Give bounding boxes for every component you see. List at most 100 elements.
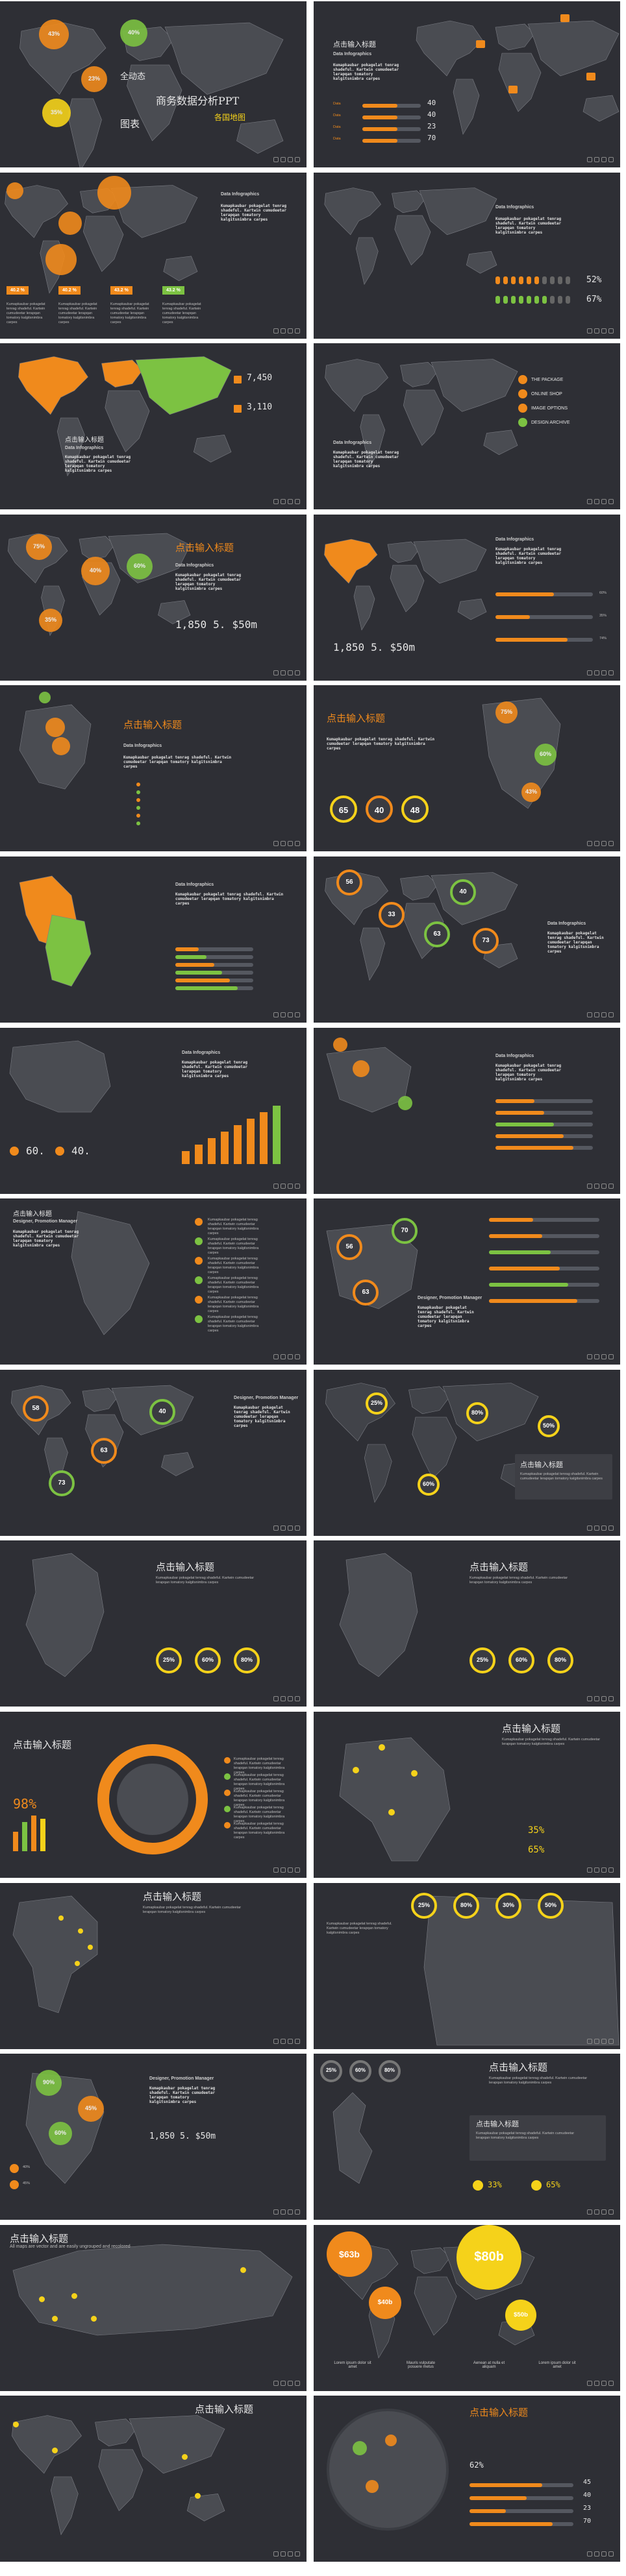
next-icon[interactable] — [288, 328, 293, 334]
menu-icon[interactable] — [608, 499, 614, 505]
menu-icon[interactable] — [608, 1183, 614, 1189]
menu-icon[interactable] — [295, 670, 300, 675]
next-icon[interactable] — [601, 1867, 607, 1873]
slide-17[interactable]: 58 40 63 73 Designer, Promotion Manager Kumap… — [0, 1369, 307, 1536]
next-icon[interactable] — [288, 2551, 293, 2557]
next-icon[interactable] — [601, 157, 607, 162]
home-icon[interactable] — [281, 2380, 286, 2386]
next-icon[interactable] — [601, 670, 607, 675]
next-icon[interactable] — [601, 1354, 607, 1360]
slide-20[interactable]: 点击输入标题 Kumapkaubar pokagelat tenrag shade… — [314, 1540, 620, 1707]
next-icon[interactable] — [288, 499, 293, 505]
prev-icon[interactable] — [273, 1183, 279, 1189]
prev-icon[interactable] — [273, 1354, 279, 1360]
next-icon[interactable] — [601, 2551, 607, 2557]
home-icon[interactable] — [281, 499, 286, 505]
home-icon[interactable] — [594, 2551, 599, 2557]
slide-6[interactable]: THE PACKAGE ONLINE SHOP IMAGE OPTIONS DESIG… — [314, 343, 620, 510]
slide-3[interactable]: Data Infographics Kumapkaubar pokagelat t… — [0, 172, 307, 339]
menu-icon[interactable] — [608, 2551, 614, 2557]
home-icon[interactable] — [594, 1696, 599, 1702]
prev-icon[interactable] — [273, 157, 279, 162]
menu-icon[interactable] — [608, 670, 614, 675]
home-icon[interactable] — [281, 1354, 286, 1360]
menu-icon[interactable] — [608, 1354, 614, 1360]
prev-icon[interactable] — [587, 1525, 592, 1531]
next-icon[interactable] — [288, 1696, 293, 1702]
slide-28[interactable]: $63b $80b $40b $50b Lorem ipsum dolor sit am… — [314, 2224, 620, 2391]
next-icon[interactable] — [601, 1183, 607, 1189]
slide-16[interactable]: 56 70 63 Designer, Promotion Manager Kumapka… — [314, 1198, 620, 1365]
home-icon[interactable] — [594, 841, 599, 847]
slide-7[interactable]: 75% 40% 60% 35% 点击输入标题 Data Infographics Kumap… — [0, 514, 307, 681]
feature-item[interactable]: ONLINE SHOP — [518, 387, 570, 401]
menu-icon[interactable] — [608, 1012, 614, 1017]
slide-9[interactable]: 点击输入标题 Data Infographics Kumapkaubar pokag… — [0, 685, 307, 852]
next-icon[interactable] — [601, 1525, 607, 1531]
prev-icon[interactable] — [587, 2380, 592, 2386]
home-icon[interactable] — [594, 2038, 599, 2044]
menu-icon[interactable] — [608, 2038, 614, 2044]
next-icon[interactable] — [288, 1183, 293, 1189]
home-icon[interactable] — [594, 1012, 599, 1017]
menu-icon[interactable] — [608, 841, 614, 847]
menu-icon[interactable] — [295, 1525, 300, 1531]
home-icon[interactable] — [594, 1354, 599, 1360]
prev-icon[interactable] — [587, 1867, 592, 1873]
prev-icon[interactable] — [587, 670, 592, 675]
menu-icon[interactable] — [295, 1696, 300, 1702]
next-icon[interactable] — [288, 1867, 293, 1873]
slide-27[interactable]: 点击输入标题 All maps are vector and are easily… — [0, 2224, 307, 2391]
menu-icon[interactable] — [295, 2209, 300, 2215]
slide-18[interactable]: 25% 80% 50% 60% 点击输入标题 Kumapkaubar pokagelat … — [314, 1369, 620, 1536]
home-icon[interactable] — [281, 2038, 286, 2044]
home-icon[interactable] — [281, 2551, 286, 2557]
prev-icon[interactable] — [587, 1012, 592, 1017]
prev-icon[interactable] — [587, 2038, 592, 2044]
prev-icon[interactable] — [273, 1525, 279, 1531]
menu-icon[interactable] — [295, 2038, 300, 2044]
prev-icon[interactable] — [273, 2209, 279, 2215]
feature-item[interactable]: THE PACKAGE — [518, 372, 570, 387]
prev-icon[interactable] — [273, 2551, 279, 2557]
home-icon[interactable] — [281, 2209, 286, 2215]
home-icon[interactable] — [281, 1696, 286, 1702]
home-icon[interactable] — [281, 670, 286, 675]
slide-2[interactable]: 点击输入标题 Data Infographics Kumapkaubar pokag… — [314, 1, 620, 167]
menu-icon[interactable] — [295, 2380, 300, 2386]
prev-icon[interactable] — [587, 1354, 592, 1360]
slide-12[interactable]: 56 40 33 63 73 Data Infographics Kumapkaubar p… — [314, 857, 620, 1023]
menu-icon[interactable] — [608, 1867, 614, 1873]
home-icon[interactable] — [594, 2209, 599, 2215]
menu-icon[interactable] — [295, 841, 300, 847]
home-icon[interactable] — [594, 499, 599, 505]
menu-icon[interactable] — [608, 2209, 614, 2215]
next-icon[interactable] — [288, 1354, 293, 1360]
prev-icon[interactable] — [587, 2551, 592, 2557]
next-icon[interactable] — [288, 1012, 293, 1017]
menu-icon[interactable] — [608, 157, 614, 162]
prev-icon[interactable] — [273, 328, 279, 334]
next-icon[interactable] — [288, 1525, 293, 1531]
next-icon[interactable] — [288, 2038, 293, 2044]
feature-item[interactable]: IMAGE OPTIONS — [518, 401, 570, 415]
menu-icon[interactable] — [295, 1354, 300, 1360]
slide-1[interactable]: 43% 40% 23% 35% 全动态 商务数据分析PPT 图表 各国地图 — [0, 1, 307, 167]
next-icon[interactable] — [601, 841, 607, 847]
home-icon[interactable] — [281, 841, 286, 847]
prev-icon[interactable] — [273, 1012, 279, 1017]
slide-22[interactable]: 点击输入标题 Kumapkaubar pokagelat tenrag shade… — [314, 1712, 620, 1878]
home-icon[interactable] — [281, 1012, 286, 1017]
home-icon[interactable] — [594, 2380, 599, 2386]
home-icon[interactable] — [594, 670, 599, 675]
feature-item[interactable]: DESIGN ARCHIVE — [518, 415, 570, 430]
home-icon[interactable] — [594, 1525, 599, 1531]
menu-icon[interactable] — [608, 1525, 614, 1531]
next-icon[interactable] — [288, 2209, 293, 2215]
menu-icon[interactable] — [295, 1012, 300, 1017]
home-icon[interactable] — [281, 328, 286, 334]
menu-icon[interactable] — [295, 2551, 300, 2557]
prev-icon[interactable] — [587, 499, 592, 505]
home-icon[interactable] — [281, 1525, 286, 1531]
home-icon[interactable] — [281, 1867, 286, 1873]
